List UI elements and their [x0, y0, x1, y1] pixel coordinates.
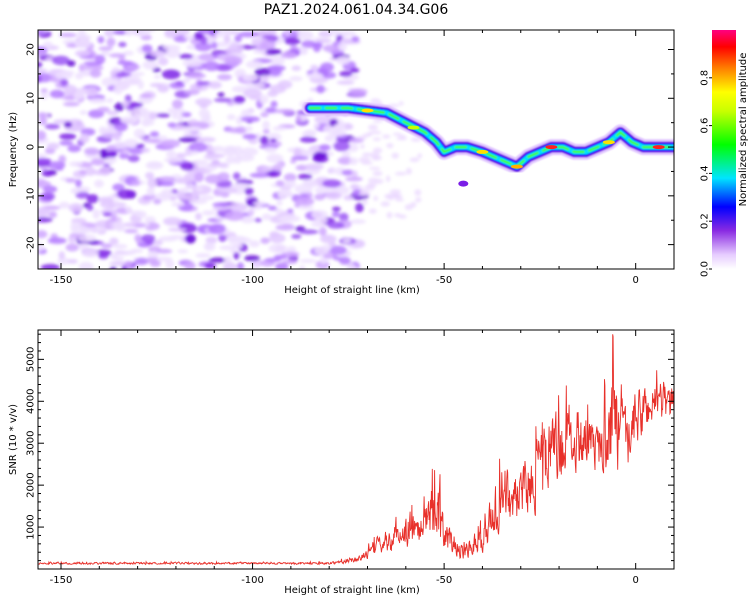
y-tick-label: 2000: [26, 472, 37, 497]
snr-y-axis-label: SNR (10 * v/v): [8, 404, 19, 475]
page-title: PAZ1.2024.061.04.34.G06: [263, 2, 449, 18]
colorbar-tick-label: 0.0: [700, 261, 711, 277]
x-tick-label: -100: [241, 575, 264, 586]
ridge-peak: [476, 149, 489, 154]
x-tick-label: 0: [632, 575, 638, 586]
y-tick-label: 3000: [26, 430, 37, 455]
y-tick-label: -20: [26, 236, 37, 252]
ridge-peak: [602, 140, 615, 145]
colorbar: 0.0 0.2 0.4 0.6 0.8 Normalized spectral ampl…: [700, 30, 749, 277]
colorbar-label: Normalized spectral amplitude: [738, 53, 749, 207]
snr-series-group: [38, 334, 674, 566]
noise-blobs: [38, 30, 424, 269]
ridge-offshoot: [458, 180, 469, 187]
colorbar-tick-label: 0.6: [700, 118, 711, 134]
colorbar-tick-label: 0.2: [700, 213, 711, 229]
x-tick-label: 0: [632, 275, 638, 286]
x-tick-label: -100: [241, 275, 264, 286]
ridge-peak: [652, 145, 665, 150]
y-tick-label: 10: [26, 92, 37, 105]
ridge-peak: [361, 108, 374, 113]
y-tick-label: 0: [26, 144, 37, 150]
y-tick-label: -10: [26, 188, 37, 204]
snr-ticks: -150 -100 -50 0 1000 2000 3000 4000 5000: [26, 330, 675, 586]
ridge-layers: [302, 100, 674, 175]
x-tick-label: -150: [50, 275, 73, 286]
x-tick-label: -150: [50, 575, 73, 586]
y-tick-label: 5000: [26, 347, 37, 372]
y-tick-label: 4000: [26, 389, 37, 414]
spectrogram-frame: [37, 29, 675, 270]
y-tick-label: 1000: [26, 514, 37, 539]
ridge-peak: [545, 145, 558, 150]
x-tick-label: -50: [436, 275, 452, 286]
snr-panel: -150 -100 -50 0 1000 2000 3000 4000 5000 Height …: [8, 329, 675, 596]
snr-x-axis-label: Height of straight line (km): [284, 585, 420, 596]
snr-frame: [37, 329, 675, 570]
spectrogram-noise-region: [38, 30, 424, 269]
snr-series-line: [38, 334, 674, 566]
colorbar-gradient: [712, 30, 736, 269]
y-tick-label: 20: [26, 43, 37, 56]
ridge-peak: [407, 125, 420, 130]
ridge-peak: [510, 164, 523, 169]
ridge-green: [308, 106, 674, 168]
x-tick-label: -50: [436, 575, 452, 586]
colorbar-ticks: 0.0 0.2 0.4 0.6 0.8: [700, 70, 712, 277]
spectrogram-signal-ridge: [302, 100, 674, 187]
colorbar-tick-label: 0.8: [700, 70, 711, 86]
snr-plot-area: [38, 330, 674, 569]
spectrogram-y-axis-label: Frequency (Hz): [8, 112, 19, 188]
spectrogram-x-axis-label: Height of straight line (km): [284, 285, 420, 296]
colorbar-tick-label: 0.4: [700, 165, 711, 181]
